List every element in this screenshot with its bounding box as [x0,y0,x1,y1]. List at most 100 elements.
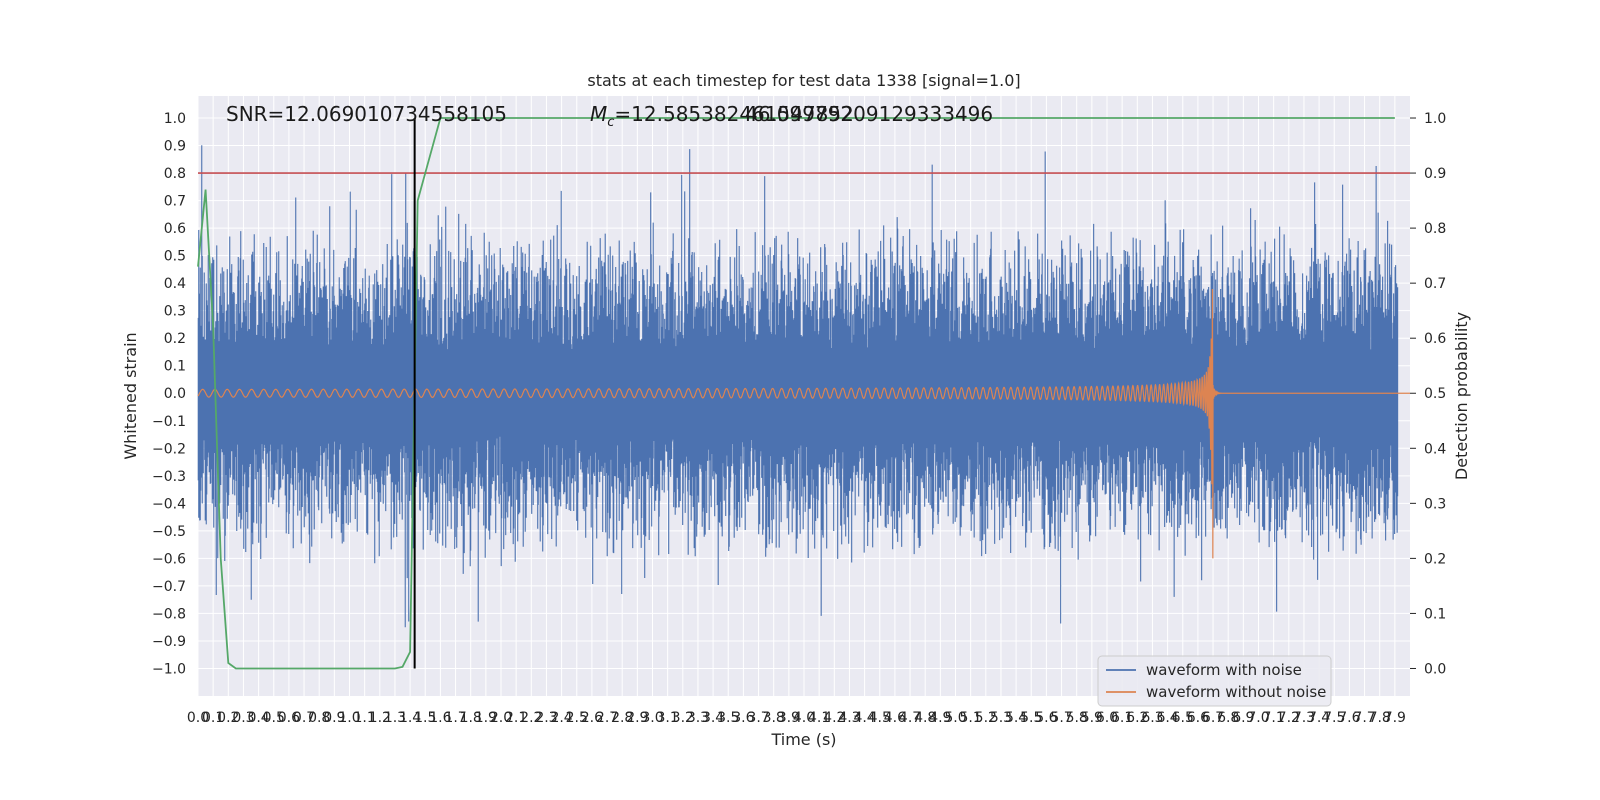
x-tick-label: 0.4 [247,710,269,726]
y-tick-label-left: −0.4 [152,496,186,512]
x-tick-label: 1.3 [384,710,406,726]
x-tick-label: 2.3 [535,710,557,726]
x-tick-label: 6.1 [1111,710,1133,726]
y-tick-label-right: 0.8 [1424,221,1446,237]
y-tick-label-left: −1.0 [152,661,186,677]
x-tick-label: 2.5 [566,710,588,726]
series-waveform-without-noise [197,288,1410,559]
snr-annotation: SNR=12.069010734558105 [226,102,507,126]
x-tick-label: 7.5 [1323,710,1345,726]
x-tick-label: 5.9 [1081,710,1103,726]
x-tick-label: 4.3 [838,710,860,726]
x-tick-label: 5.1 [960,710,982,726]
y-tick-label-left: 0.1 [164,359,186,375]
y-tick-label-right: 0.7 [1424,276,1446,292]
x-tick-label: 6.2 [1126,710,1148,726]
y-tick-label-left: −0.9 [152,634,186,650]
x-tick-label: 2.4 [550,710,572,726]
x-tick-label: 4.6 [884,710,906,726]
x-tick-label: 0.1 [202,710,224,726]
legend-box [1097,655,1332,707]
y-tick-label-right: 0.0 [1424,661,1446,677]
x-tick-label: 3.0 [641,710,663,726]
x-tick-label: 7.3 [1293,710,1315,726]
x-tick-label: 0.9 [323,710,345,726]
x-tick-label: 3.1 [657,710,679,726]
x-tick-label: 1.8 [460,710,482,726]
x-tick-label: 4.7 [899,710,921,726]
y-tick-label-right: 0.2 [1424,551,1446,567]
y-tick-label-left: 0.3 [164,304,186,320]
x-tick-label: 6.3 [1141,710,1163,726]
x-tick-label: 4.4 [853,710,875,726]
x-tick-label: 3.3 [687,710,709,726]
y-tick-label-right: 0.1 [1424,606,1446,622]
x-tick-label: 2.2 [520,710,542,726]
x-tick-label: 1.9 [475,710,497,726]
x-tick-label: 0.6 [278,710,300,726]
x-tick-label: 2.9 [626,710,648,726]
x-tick-label: 0.7 [293,710,315,726]
y-tick-label-left: 0.9 [164,139,186,155]
x-tick-label: 2.7 [596,710,618,726]
y-tick-label-left: −0.2 [152,441,186,457]
x-tick-label: 5.7 [1050,710,1072,726]
x-tick-label: 1.6 [429,710,451,726]
y-tick-label-left: −0.3 [152,469,186,485]
legend: waveform with noise waveform without nois… [1097,655,1332,707]
x-tick-label: 1.7 [444,710,466,726]
x-tick-label: 4.2 [823,710,845,726]
legend-entry: waveform without noise [1146,683,1326,701]
x-tick-label: 7.8 [1369,710,1391,726]
y-tick-label-right: 0.5 [1424,386,1446,402]
y-tick-label-left: −0.8 [152,606,186,622]
x-tick-label: 4.0 [793,710,815,726]
y-tick-label-right: 0.4 [1424,441,1446,457]
mc-value: =12.585382461547852 [614,102,853,126]
series-waveform-with-noise [197,145,1399,628]
x-tick-label: 7.1 [1263,710,1285,726]
x-tick-label: 4.8 [914,710,936,726]
x-axis-label: Time (s) [770,730,836,749]
x-tick-label: 6.6 [1187,710,1209,726]
x-tick-label: 3.6 [732,710,754,726]
x-tick-label: 4.9 [929,710,951,726]
x-tick-label: 0.2 [217,710,239,726]
x-tick-label: 7.9 [1384,710,1406,726]
y-tick-label-right: 0.9 [1424,166,1446,182]
series-layer [197,117,1410,670]
x-tick-label: 0.3 [232,710,254,726]
y-tick-label-left: 0.5 [164,249,186,265]
y-tick-label-left: 0.2 [164,331,186,347]
x-tick-label: 7.6 [1338,710,1360,726]
x-tick-label: 7.0 [1247,710,1269,726]
x-tick-label: 3.4 [702,710,724,726]
y-tick-label-right: 1.0 [1424,111,1446,127]
y-tick-label-left: −0.5 [152,524,186,540]
x-tick-label: 7.7 [1353,710,1375,726]
x-tick-label: 6.0 [1096,710,1118,726]
mc-symbol: M [590,102,607,126]
x-tick-label: 0.0 [187,710,209,726]
y-tick-label-left: −0.1 [152,414,186,430]
x-tick-label: 6.9 [1232,710,1254,726]
x-tick-label: 5.6 [1035,710,1057,726]
x-tick-label: 2.0 [490,710,512,726]
legend-entry: waveform with noise [1146,661,1302,679]
x-tick-label: 3.5 [717,710,739,726]
x-tick-label: 2.6 [581,710,603,726]
y-tick-label-right: 0.6 [1424,331,1446,347]
x-tick-label: 7.4 [1308,710,1330,726]
x-tick-label: 6.4 [1156,710,1178,726]
x-tick-label: 1.4 [399,710,421,726]
y-axis-label-right: Detection probability [1452,312,1471,480]
x-tick-label: 2.8 [611,710,633,726]
x-tick-label: 6.8 [1217,710,1239,726]
chirp-mass-annotation: Mc=12.585382461547852 [590,102,854,130]
x-tick-label: 5.0 [944,710,966,726]
overlapping-annotation: 46.09979209129333496 [745,102,993,126]
x-tick-label: 5.2 [975,710,997,726]
mc-subscript: c [607,115,614,130]
x-tick-label: 3.8 [763,710,785,726]
